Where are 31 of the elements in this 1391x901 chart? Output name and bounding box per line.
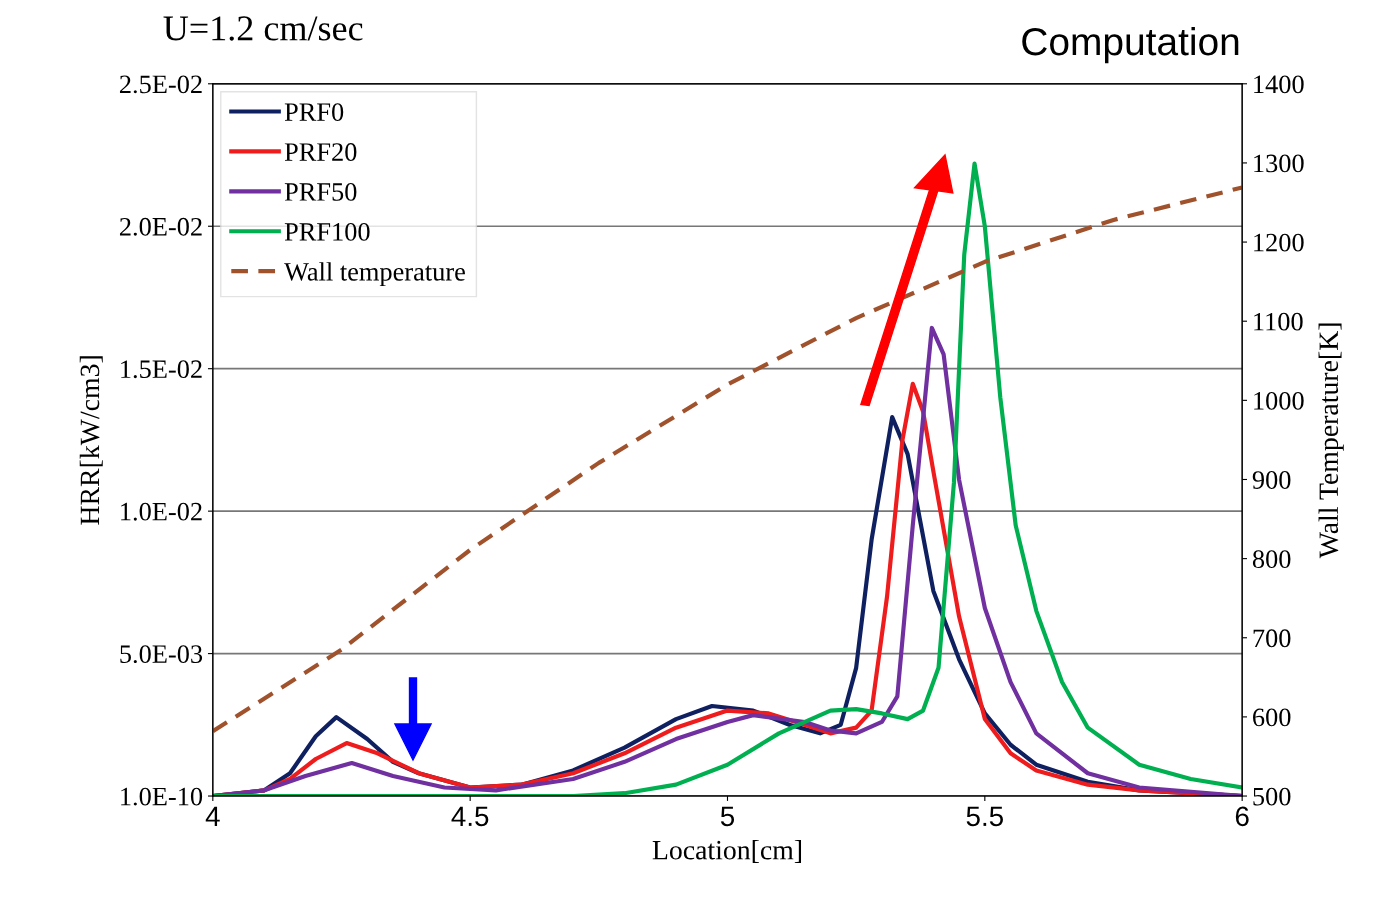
text: Computation xyxy=(1022,26,1239,64)
y-tick-label: 2.5E-02 xyxy=(119,75,202,94)
y-axis-title: HRR[kW/cm3] xyxy=(79,356,103,525)
chart-title: U=1.2 cm/sec xyxy=(163,16,363,41)
y2-tick-label: 600 xyxy=(1253,708,1291,727)
x-tick-label: 6 xyxy=(1235,806,1249,827)
y-tick-label: 1.0E-10 xyxy=(121,787,203,806)
y2-tick-label: 500 xyxy=(1253,787,1291,806)
y2-tick-label: 1100 xyxy=(1254,312,1303,331)
legend-label: PRF50 xyxy=(284,183,357,201)
y2-tick-label: 900 xyxy=(1252,471,1291,489)
y-tick-label: 2.0E-02 xyxy=(119,217,202,236)
x-tick-label: 5 xyxy=(720,806,735,827)
x-tick-label: 5.5 xyxy=(966,806,1003,827)
y2-tick-label: 700 xyxy=(1253,629,1291,648)
y-tick-label: 1.0E-02 xyxy=(121,502,202,521)
y-tick-label: 1.5E-02 xyxy=(121,360,202,379)
legend-label: PRF100 xyxy=(284,222,370,241)
y2-tick-label: 1400 xyxy=(1254,75,1304,94)
x-tick-label: 4 xyxy=(205,806,220,826)
y2-tick-label: 800 xyxy=(1252,550,1291,569)
legend-label: Wall temperature xyxy=(284,262,465,287)
legend-label: PRF0 xyxy=(284,103,344,121)
x-axis-title: Location[cm] xyxy=(652,839,802,863)
y2-tick-label: 1300 xyxy=(1254,154,1304,173)
y-tick-label: 5.0E-03 xyxy=(120,645,203,664)
y2-tick-label: 1200 xyxy=(1254,233,1304,252)
y2-axis-title: Wall Temperature[K] xyxy=(1318,323,1344,559)
legend-label: PRF20 xyxy=(284,143,357,161)
x-tick-label: 4.5 xyxy=(451,806,489,827)
y2-tick-label: 1000 xyxy=(1254,391,1304,410)
